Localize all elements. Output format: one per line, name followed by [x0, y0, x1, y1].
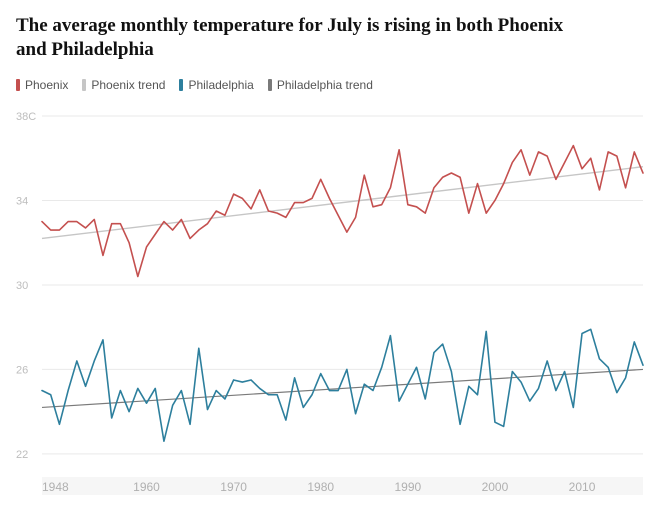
philadelphia-line [42, 329, 643, 441]
y-tick-label: 26 [16, 364, 28, 376]
legend-item-phoenix: Phoenix [16, 78, 68, 92]
x-axis-band [42, 477, 643, 495]
x-tick-label: 1960 [133, 480, 160, 494]
x-tick-label: 1990 [394, 480, 421, 494]
legend: Phoenix Phoenix trend Philadelphia Phila… [16, 78, 647, 92]
legend-label: Philadelphia [188, 78, 253, 92]
legend-item-phoenix-trend: Phoenix trend [82, 78, 165, 92]
x-tick-label: 1970 [220, 480, 247, 494]
legend-label: Phoenix trend [91, 78, 165, 92]
phoenix-trend-line [42, 167, 643, 239]
legend-swatch-phoenix [16, 79, 20, 91]
legend-swatch-phoenix-trend [82, 79, 86, 91]
x-tick-label: 1948 [42, 480, 69, 494]
y-tick-label: 30 [16, 280, 28, 292]
x-tick-label: 2000 [482, 480, 509, 494]
legend-label: Philadelphia trend [277, 78, 373, 92]
x-tick-label: 2010 [569, 480, 596, 494]
y-tick-label: 22 [16, 449, 28, 461]
chart-card: The average monthly temperature for July… [0, 0, 663, 505]
legend-swatch-philadelphia-trend [268, 79, 272, 91]
phoenix-line [42, 146, 643, 277]
legend-swatch-philadelphia [179, 79, 183, 91]
x-tick-label: 1980 [307, 480, 334, 494]
y-tick-label: 34 [16, 195, 28, 207]
y-tick-label: 38C [16, 111, 36, 123]
legend-item-philadelphia: Philadelphia [179, 78, 253, 92]
line-chart: 22 26 30 34 38C 1948 1960 1970 1980 1990 2000 2010 [16, 108, 649, 497]
legend-label: Phoenix [25, 78, 68, 92]
chart-area: 22 26 30 34 38C 1948 1960 1970 1980 1990 2000 2010 [16, 108, 649, 497]
chart-title: The average monthly temperature for July… [16, 14, 576, 62]
legend-item-philadelphia-trend: Philadelphia trend [268, 78, 373, 92]
